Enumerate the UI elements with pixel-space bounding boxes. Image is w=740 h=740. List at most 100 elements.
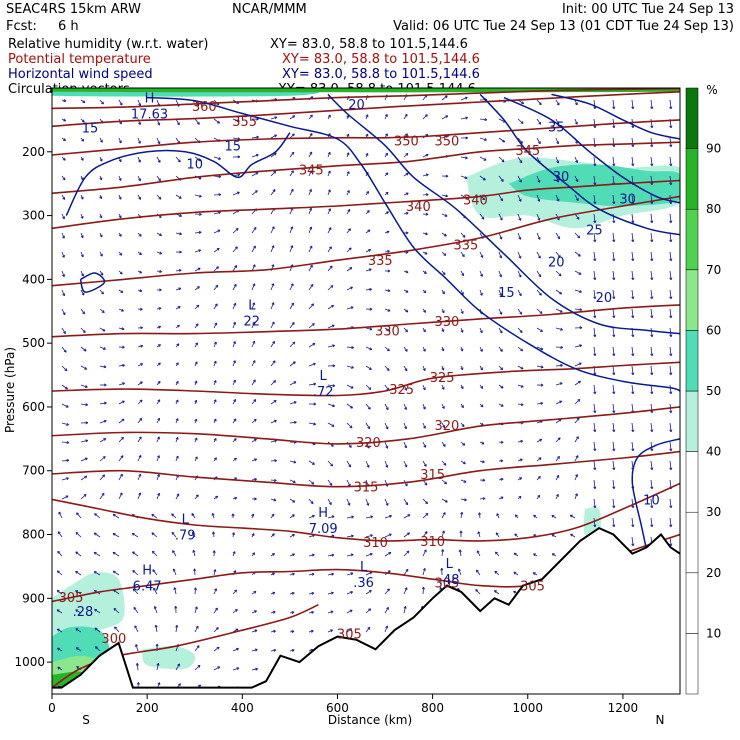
y-tick-label: 600 [22,400,45,414]
wind-vector [479,346,483,352]
wind-vector [346,572,354,576]
wind-vector [213,607,218,614]
wind-vector [365,346,373,351]
wind-vector [75,590,82,595]
wind-vector [61,365,68,372]
wind-vector [631,213,635,224]
wind-vector [631,308,635,319]
wind-vector [80,457,88,462]
wind-vector [384,152,388,158]
wind-vector [612,232,616,243]
wind-vector [99,438,107,443]
wind-vector [631,422,635,433]
isentrope-360 [52,88,680,110]
wind-vector [175,663,180,671]
wind-vector [251,360,256,367]
wind-vector [498,496,504,500]
wind-vector [574,175,579,183]
wind-vector [137,399,143,405]
wind-vector [251,399,257,405]
wind-vector [422,153,429,158]
wind-vector [80,270,84,277]
x-axis: 0 200 400 600 800 1000 1200 [48,694,638,715]
wind-vector [118,492,123,500]
contour-labels-layer: 360 355 350 350 345 345 340 340 335 335 330 330 325 3… [59,91,660,647]
wind-vector [80,232,84,239]
wind-vector [365,152,369,158]
wind-vector [346,228,351,234]
wind-vector [365,422,371,430]
wind-vector [498,403,504,407]
wind-vector [403,606,407,614]
wind-vector [536,232,541,240]
wind-vector [479,175,486,181]
colorbar-unit: % [706,83,717,97]
wind-vector [308,362,316,367]
wind-vector [574,380,581,386]
wind-vector [327,422,335,427]
wind-vector [403,113,408,120]
wind-vector [612,289,616,300]
wind-vector [593,327,597,338]
wind-vector [650,251,654,262]
wind-vector [151,513,158,519]
wind-vector [289,479,296,483]
field-name-wind: Horizontal wind speed [8,67,153,82]
wind-vector [100,383,107,387]
wind-vector [99,327,106,332]
wind-vector [422,346,426,352]
wind-vector [479,251,484,258]
y-tick-label: 200 [22,145,45,159]
wind-vector [384,113,388,120]
wind-vector [232,418,237,424]
colorbar-tick-label: 50 [706,384,721,398]
wind-vector [574,118,578,125]
wind-vector [441,232,447,237]
wind-vector [156,156,161,163]
wind-vector [536,270,542,278]
wind-vector [574,455,579,462]
wind-vector [61,232,65,239]
wind-vector [384,588,390,595]
wind-vector [194,267,201,272]
wind-vector [536,457,542,462]
colorbar-bin [685,511,699,574]
wind-vector [80,194,84,200]
wind-vector [441,308,445,314]
wind-vector [365,229,371,234]
wind-vector [346,460,351,468]
wind-vector [308,170,312,177]
wind-vector [536,365,544,369]
extremum-letter: H [318,506,328,521]
wind-vector [669,232,673,243]
wind-vector [251,667,258,671]
wind-vector [154,624,158,633]
wind-vector [194,380,198,386]
wind-vector [99,474,105,481]
wind-vector [61,270,65,278]
wind-vector [669,384,673,395]
wind-vector [308,207,312,215]
wind-vector [251,135,259,139]
wind-vector [61,137,66,141]
wind-vector [80,289,85,296]
wind-vector [211,513,215,519]
wind-vector [346,247,352,253]
wind-vector [231,513,235,518]
wind-vector [669,517,673,528]
colorbar: 10 20 30 40 50 60 70 80 90 [685,87,721,695]
wind-vector [460,511,464,519]
wind-vector [175,194,182,199]
wind-vector [289,514,295,519]
wind-vector [479,365,483,371]
isotach-25-5 [479,93,680,236]
wind-vector [422,460,427,467]
wind-vector [114,626,120,633]
wind-vector [156,492,161,500]
wind-vector [536,327,543,332]
wind-vector [517,194,522,202]
isentrope-340 [52,179,680,230]
wind-vector [517,156,523,164]
x-tick-label: 1200 [608,701,639,715]
wind-vector [99,194,103,200]
